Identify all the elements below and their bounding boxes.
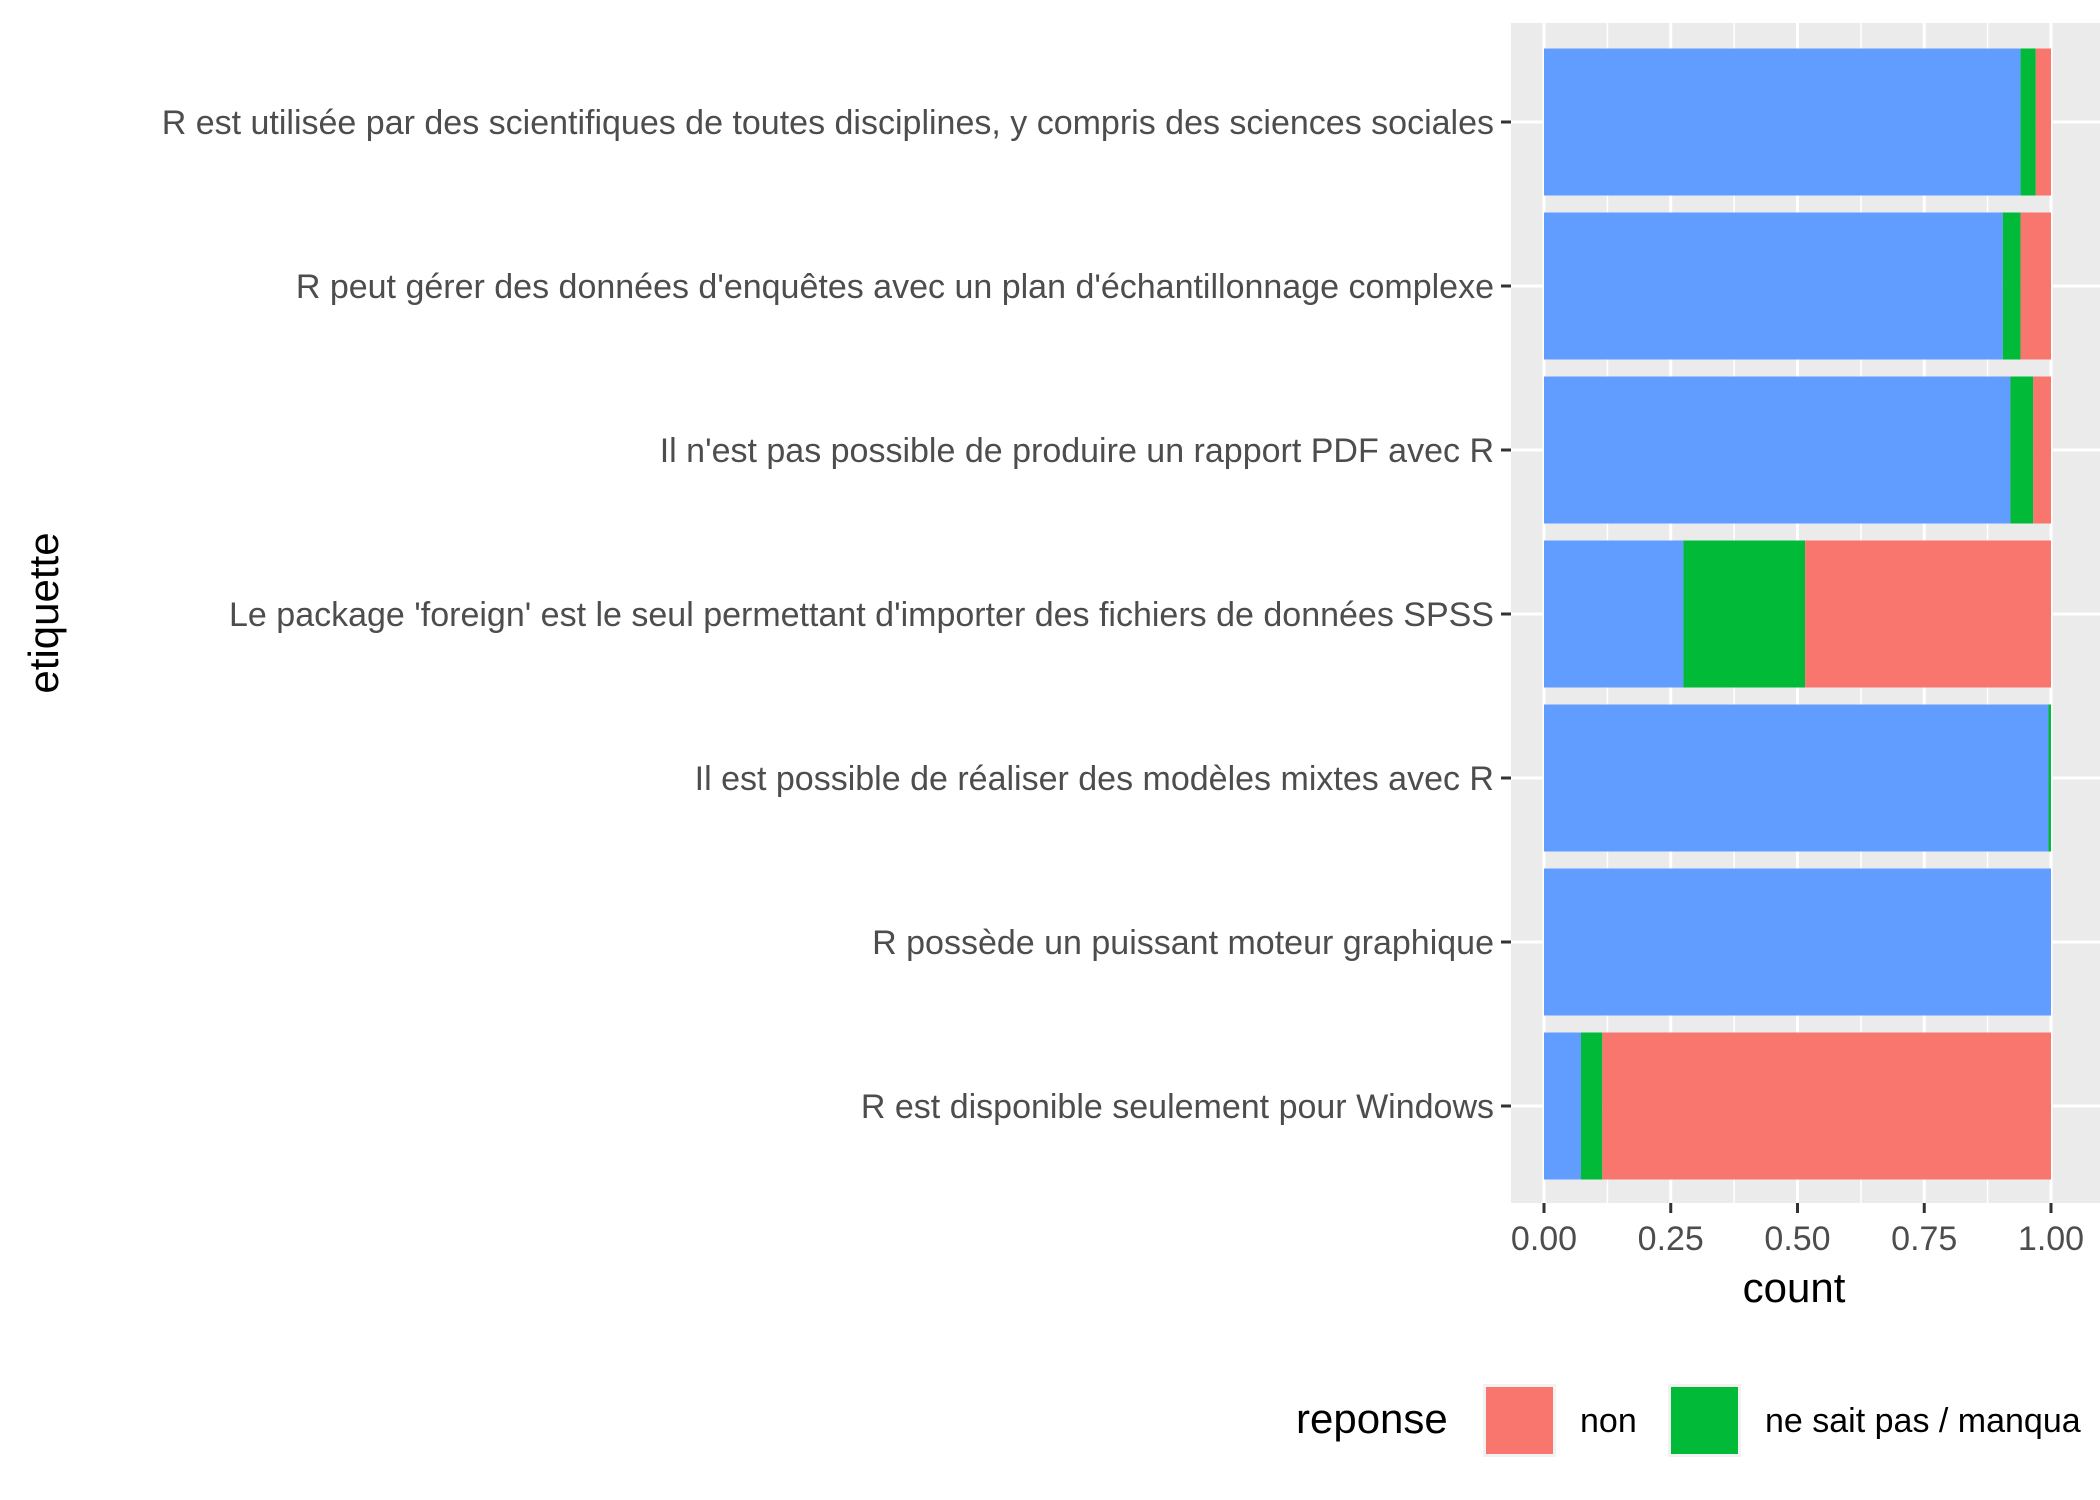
y-tick-label: R possède un puissant moteur graphique (872, 924, 1494, 962)
y-tick-label: Le package 'foreign' est le seul permett… (229, 596, 1494, 634)
y-tick-label: Il est possible de réaliser des modèles … (695, 760, 1494, 798)
x-tick-label: 1.00 (2018, 1220, 2084, 1258)
bar-segment (1544, 212, 2003, 360)
bar-segment (1602, 1032, 2051, 1180)
bar-segment (1544, 540, 1684, 688)
bar-segment (1544, 48, 2021, 196)
bars (1544, 48, 2051, 1180)
legend-key-ne-sait-pas (1671, 1387, 1738, 1454)
y-tick-label: R est utilisée par des scientifiques de … (162, 104, 1494, 142)
legend-label-non: non (1580, 1402, 1637, 1440)
legend-title: reponse (1296, 1395, 1448, 1442)
x-tick-label: 0.00 (1511, 1220, 1577, 1258)
legend-label-ne-sait-pas: ne sait pas / manqua (1765, 1402, 2081, 1440)
bar-segment (2010, 376, 2034, 524)
x-tick-label: 0.50 (1764, 1220, 1830, 1258)
bar-segment (1581, 1032, 1603, 1180)
x-tick-label: 0.25 (1638, 1220, 1704, 1258)
bar-segment (2033, 376, 2051, 524)
x-tick-label: 0.75 (1891, 1220, 1957, 1258)
bar-segment (1544, 1032, 1582, 1180)
y-axis: R est utilisée par des scientifiques de … (162, 104, 1511, 1126)
legend-key-non (1486, 1387, 1553, 1454)
bar-segment (1683, 540, 1806, 688)
x-axis: 0.00 0.25 0.50 0.75 1.00 (1511, 1203, 2084, 1258)
bar-segment (1544, 376, 2011, 524)
y-axis-title: etiquette (20, 532, 67, 693)
bar-segment (1544, 868, 2051, 1016)
legend: reponse non ne sait pas / manqua (1296, 1384, 2081, 1457)
bar-segment (2020, 48, 2036, 196)
bar-segment (1805, 540, 2051, 688)
bar-segment (2002, 212, 2021, 360)
bar-segment (1544, 704, 2049, 852)
bar-segment (2048, 704, 2051, 852)
bar-segment (2035, 48, 2051, 196)
x-axis-title: count (1743, 1264, 1846, 1311)
y-tick-label: R est disponible seulement pour Windows (861, 1088, 1494, 1126)
bar-segment (2020, 212, 2051, 360)
y-tick-label: Il n'est pas possible de produire un rap… (660, 432, 1494, 470)
y-tick-label: R peut gérer des données d'enquêtes avec… (296, 268, 1494, 306)
